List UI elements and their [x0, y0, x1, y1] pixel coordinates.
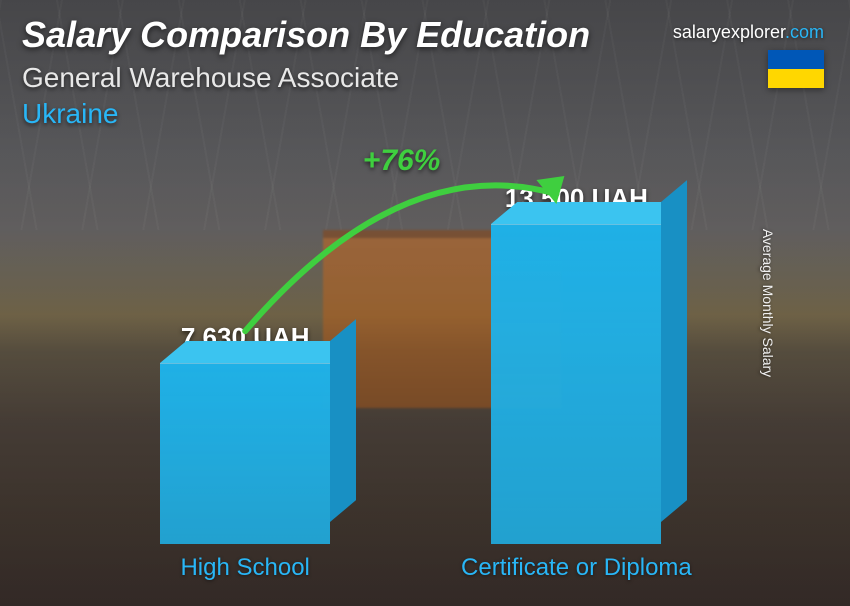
brand-domain: .com: [785, 22, 824, 42]
bar-3d-shape: [491, 224, 661, 544]
bar-side-face: [330, 319, 356, 522]
bar-top-face: [491, 202, 687, 224]
bar-side-face: [661, 180, 687, 522]
bar-1: 13,500 UAHCertificate or Diploma: [456, 183, 696, 582]
increase-percent-label: +76%: [363, 144, 441, 178]
bar-0: 7,630 UAHHigh School: [125, 322, 365, 582]
bar-3d-shape: [160, 363, 330, 544]
flag-bottom-stripe: [768, 69, 824, 88]
brand-name: salaryexplorer: [673, 22, 785, 42]
bar-category-label: Certificate or Diploma: [456, 554, 696, 582]
page-subtitle: General Warehouse Associate: [22, 62, 828, 94]
bar-chart: 7,630 UAHHigh School 13,500 UAHCertificat…: [70, 152, 760, 582]
bar-front-face: [160, 363, 330, 544]
bar-top-face: [160, 341, 356, 363]
brand-logo: salaryexplorer.com: [673, 22, 824, 43]
flag-top-stripe: [768, 50, 824, 69]
country-name: Ukraine: [22, 98, 828, 130]
y-axis-label: Average Monthly Salary: [760, 229, 776, 377]
bar-category-label: High School: [125, 554, 365, 582]
ukraine-flag-icon: [768, 50, 824, 88]
bar-front-face: [491, 224, 661, 544]
